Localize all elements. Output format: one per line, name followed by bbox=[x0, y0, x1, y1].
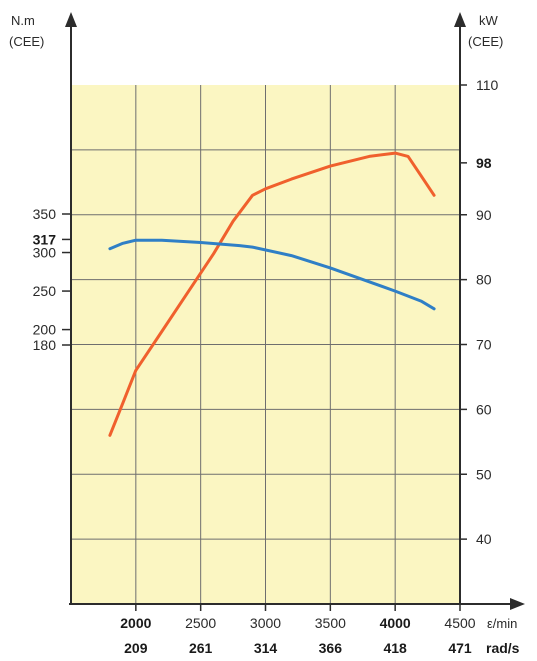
x-unit-rpm-label: ε/min bbox=[487, 616, 517, 631]
right-axis-arrow-icon bbox=[454, 12, 466, 27]
torque-tick-label: 250 bbox=[33, 283, 57, 299]
x-tick-label-rpm: 4000 bbox=[380, 615, 411, 631]
right-tick-labels: 40 50 60 70 80 90 98 110 bbox=[460, 77, 499, 547]
x-tick-label-rpm: 2000 bbox=[120, 615, 151, 631]
x-tick-label-rpm: 3500 bbox=[315, 615, 346, 631]
x-axis: ε/min rad/s bbox=[69, 598, 525, 656]
power-tick-label: 40 bbox=[476, 531, 492, 547]
right-axis: kW (CEE) bbox=[454, 12, 503, 605]
torque-tick-label: 300 bbox=[33, 245, 57, 261]
torque-tick-label: 350 bbox=[33, 206, 57, 222]
power-tick-label: 50 bbox=[476, 466, 492, 482]
x-tick-label-rads: 418 bbox=[383, 640, 407, 656]
torque-tick-label: 180 bbox=[33, 337, 57, 353]
power-tick-label: 98 bbox=[476, 155, 492, 171]
power-tick-label: 90 bbox=[476, 207, 492, 223]
power-tick-label: 60 bbox=[476, 401, 492, 417]
x-tick-label-rpm: 3000 bbox=[250, 615, 281, 631]
series-lines bbox=[108, 151, 436, 437]
x-tick-labels: 2000 209 2500 261 3000 314 3500 366 4000 418 4500 4… bbox=[120, 604, 476, 656]
left-axis-arrow-icon bbox=[65, 12, 77, 27]
torque-unit-label: N.m bbox=[11, 13, 35, 28]
left-axis: N.m (CEE) bbox=[9, 12, 77, 605]
x-tick-label-rads: 209 bbox=[124, 640, 148, 656]
x-tick-label-rpm: 4500 bbox=[444, 615, 475, 631]
torque-tick-label: 317 bbox=[33, 231, 57, 247]
x-tick-label-rads: 366 bbox=[319, 640, 343, 656]
x-axis-arrow-icon bbox=[510, 598, 525, 610]
power-tick-label: 80 bbox=[476, 272, 492, 288]
torque-curve bbox=[108, 238, 436, 311]
x-tick-label-rads: 261 bbox=[189, 640, 213, 656]
x-tick-label-rads: 314 bbox=[254, 640, 278, 656]
power-standard-label: (CEE) bbox=[468, 34, 503, 49]
torque-tick-label: 200 bbox=[33, 322, 57, 338]
power-unit-label: kW bbox=[479, 13, 499, 28]
power-tick-label: 70 bbox=[476, 337, 492, 353]
torque-standard-label: (CEE) bbox=[9, 34, 44, 49]
power-tick-label: 110 bbox=[476, 77, 499, 93]
x-tick-label-rpm: 2500 bbox=[185, 615, 216, 631]
x-unit-rads-label: rad/s bbox=[486, 640, 520, 656]
power-curve bbox=[108, 151, 436, 437]
grid bbox=[71, 85, 460, 604]
x-tick-label-rads: 471 bbox=[448, 640, 472, 656]
